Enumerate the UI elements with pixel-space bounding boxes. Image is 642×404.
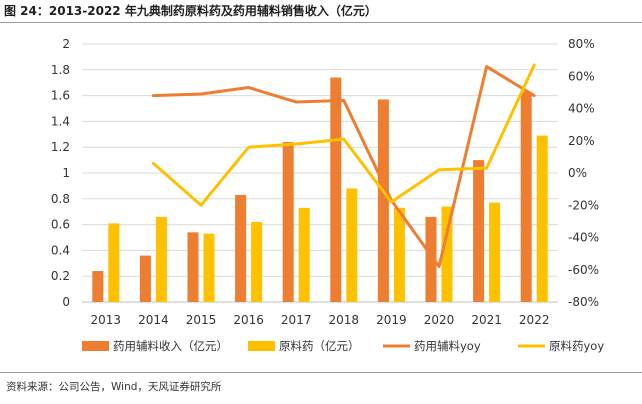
y-right-tick-label: 60% [568, 69, 595, 83]
source-note: 资料来源：公司公告，Wind，天风证券研究所 [6, 381, 222, 393]
bar-excipient-revenue [473, 160, 485, 302]
bar-api-revenue [393, 207, 405, 302]
line-excipient-yoy [151, 65, 536, 269]
bar-excipient-revenue [187, 232, 199, 302]
legend-swatch [248, 341, 275, 351]
line-api-yoy [151, 63, 536, 207]
y-left-tick-label: 1 [62, 166, 70, 180]
y-right-tick-label: 20% [568, 134, 595, 148]
y-left-tick-label: 2 [62, 37, 70, 51]
bar-excipient-revenue [235, 194, 247, 302]
x-tick-label: 2020 [424, 313, 455, 327]
bar-excipient-revenue [92, 271, 104, 302]
y-right-tick-label: 80% [568, 37, 595, 51]
x-tick-label: 2013 [91, 313, 122, 327]
y-left-tick-label: 0.6 [51, 218, 70, 232]
y-left-tick-label: 1.4 [51, 114, 70, 128]
bar-api-revenue [441, 206, 453, 302]
x-tick-label: 2015 [186, 313, 217, 327]
y-left-tick-label: 1.8 [51, 63, 70, 77]
y-left-tick-label: 0.2 [51, 269, 70, 283]
bar-api-revenue [489, 202, 501, 302]
legend-label: 原料药（亿元） [279, 339, 360, 353]
bar-excipient-revenue [425, 216, 437, 302]
bar-api-revenue [536, 135, 548, 302]
legend-label: 药用辅料收入（亿元） [113, 339, 228, 353]
x-tick-label: 2018 [329, 313, 360, 327]
figure-title-bar: 图 24：2013-2022 年九典制药原料药及药用辅料销售收入（亿元） [0, 0, 642, 23]
y-left-tick-label: 0.8 [51, 192, 70, 206]
x-tick-label: 2016 [233, 313, 264, 327]
legend-label: 药用辅料yoy [414, 339, 481, 353]
bar-excipient-revenue [330, 77, 342, 302]
figure-title: 图 24：2013-2022 年九典制药原料药及药用辅料销售收入（亿元） [4, 4, 377, 18]
x-tick-label: 2017 [281, 313, 312, 327]
bar-api-revenue [108, 223, 120, 302]
legend-label: 原料药yoy [549, 339, 604, 353]
x-tick-label: 2021 [471, 313, 502, 327]
y-right-tick-label: 0% [568, 166, 587, 180]
y-left-tick-label: 0 [62, 295, 70, 309]
bar-api-revenue [251, 222, 263, 302]
y-left-tick-label: 0.4 [51, 243, 70, 257]
bar-api-revenue [155, 216, 167, 302]
legend-swatch [82, 341, 109, 351]
bar-excipient-revenue [139, 255, 151, 302]
y-right-tick-label: 40% [568, 102, 595, 116]
bar-api-revenue [298, 207, 310, 302]
x-tick-label: 2022 [519, 313, 550, 327]
y-right-tick-label: -20% [568, 198, 599, 212]
y-left-tick-label: 1.2 [51, 140, 70, 154]
x-tick-label: 2019 [376, 313, 407, 327]
y-right-tick-label: -60% [568, 263, 599, 277]
y-right-tick-label: -80% [568, 295, 599, 309]
bar-excipient-revenue [282, 142, 294, 302]
x-tick-label: 2014 [138, 313, 169, 327]
bar-excipient-revenue [377, 99, 389, 302]
y-right-tick-label: -40% [568, 231, 599, 245]
bar-api-revenue [203, 233, 215, 302]
footer-rule [0, 372, 642, 373]
y-left-tick-label: 1.6 [51, 89, 70, 103]
bar-excipient-revenue [520, 91, 532, 302]
bar-api-revenue [346, 188, 358, 302]
